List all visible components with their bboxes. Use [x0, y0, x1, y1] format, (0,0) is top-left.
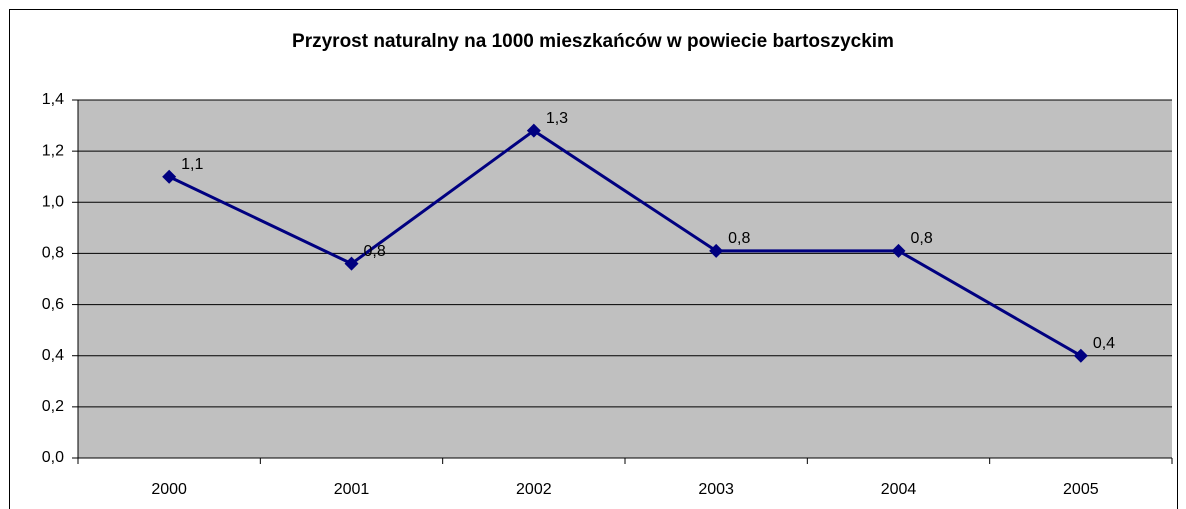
y-tick-label: 0,8 — [42, 245, 64, 262]
x-tick-label: 2005 — [1063, 481, 1099, 498]
marker — [1073, 348, 1088, 363]
data-label: 1,1 — [181, 156, 203, 173]
x-tick-label: 2001 — [334, 481, 370, 498]
x-tick-label: 2003 — [698, 481, 734, 498]
data-label: 1,3 — [546, 110, 568, 127]
data-label: 0,8 — [364, 243, 386, 260]
y-tick-label: 1,4 — [42, 91, 64, 108]
marker — [162, 169, 177, 184]
x-tick-label: 2002 — [516, 481, 552, 498]
plot-area — [78, 100, 1172, 458]
data-label: 0,8 — [728, 230, 750, 247]
y-tick-label: 1,0 — [42, 194, 64, 211]
data-label: 0,8 — [911, 230, 933, 247]
marker — [891, 243, 906, 258]
line — [168, 128, 1082, 358]
x-tick-label: 2004 — [881, 481, 917, 498]
x-tick-label: 2000 — [151, 481, 187, 498]
data-label: 0,4 — [1093, 335, 1115, 352]
marker — [709, 243, 724, 258]
marker — [526, 123, 541, 138]
chart-title: Przyrost naturalny na 1000 mieszkańców w… — [292, 31, 894, 52]
y-tick-label: 0,4 — [42, 347, 64, 364]
y-tick-label: 1,2 — [42, 142, 64, 159]
y-tick-label: 0,2 — [42, 398, 64, 415]
y-tick-label: 0,6 — [42, 296, 64, 313]
y-tick-label: 0,0 — [42, 449, 64, 466]
marker — [344, 256, 359, 271]
